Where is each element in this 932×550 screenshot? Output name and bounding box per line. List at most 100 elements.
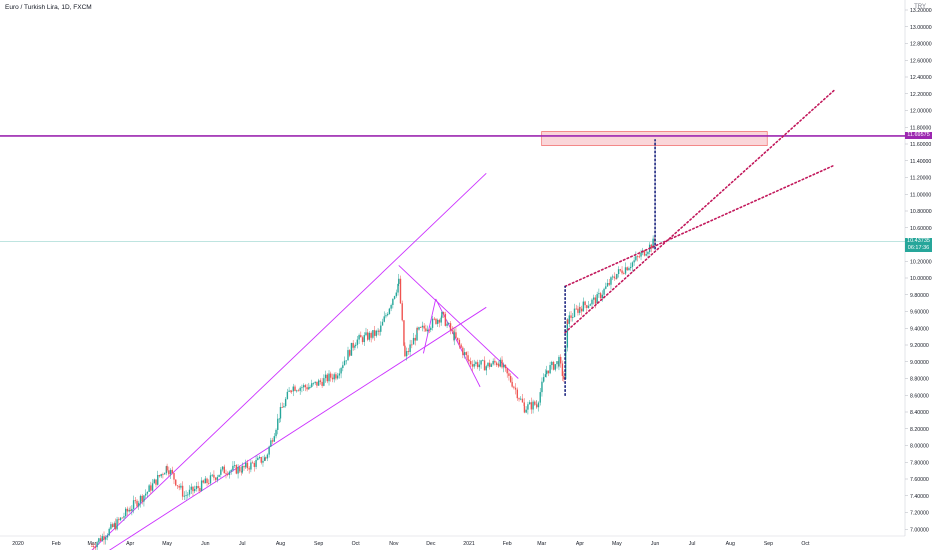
candle-body [314,381,316,383]
candle-body [245,462,247,468]
trend-line [422,298,437,354]
candle-body [643,250,646,256]
candle-body [266,454,269,459]
candle-body [544,374,547,378]
time-tick-label: Dec [426,541,436,547]
candle-body [652,238,654,249]
candle-body [136,500,138,507]
candle-body [92,546,95,548]
price-tick-label: 11.00000 [910,192,931,198]
price-tick-label: 12.00000 [910,109,932,115]
price-tick-label: 11.40000 [910,159,931,165]
time-tick-label: Nov [389,541,399,547]
candle-body [199,488,201,491]
candle-body [166,466,168,471]
candle-body [250,462,252,470]
candle-body [492,360,494,365]
candle-body [414,337,416,341]
candle-body [333,374,335,380]
candle-body [556,361,558,365]
candle-body [264,457,267,459]
candle-body [365,332,367,336]
candle-body [547,370,550,374]
candle-body [383,316,385,322]
price-tick-label: 13.00000 [910,25,932,31]
candle-body [572,317,574,318]
price-tick-label: 11.80000 [910,125,931,131]
candle-body [319,380,322,382]
price-tick-label: 7.60000 [910,477,929,483]
candle-body [385,315,387,317]
candle-body [539,392,541,403]
time-tick-label: Apr [576,541,584,547]
candle-body [425,328,427,332]
candle-body [286,391,289,399]
candle-body [255,459,257,467]
projection-dotted-line [564,88,836,334]
candle-body [144,493,147,496]
candle-body [225,473,227,475]
candle-body [403,320,405,346]
candle-body [323,378,325,386]
candle-body [350,342,353,356]
candle-body [131,508,133,511]
candle-body [473,363,475,367]
candle-body [508,373,510,376]
candle-body [518,398,520,400]
candle-body [412,337,415,345]
candle-body [368,332,371,340]
candle-body [437,319,439,324]
price-tick-label: 9.80000 [910,293,929,299]
candle-body [279,407,282,419]
candle-body [220,469,222,475]
candle-body [468,360,470,362]
candle-body [155,479,157,485]
candle-body [504,364,507,369]
candle-body [559,356,562,364]
projection-dotted-line [564,164,836,288]
candle-body [442,311,445,314]
candle-body [299,387,301,391]
candle-body [561,363,564,376]
candle-body [525,409,527,413]
candle-body [541,381,543,393]
candle-body [358,335,360,340]
candle-body [601,294,604,299]
candle-body [395,292,398,297]
candle-body [626,267,628,271]
candle-body [409,344,411,352]
candle-body [99,538,102,541]
candle-body [345,360,347,362]
candle-body [360,335,362,338]
candle-body [200,480,203,491]
candle-body [523,406,526,413]
candle-body [237,467,239,474]
candle-body [616,273,618,279]
candle-body [631,262,634,267]
candle-body [308,387,310,390]
time-tick-label: May [162,541,172,547]
candle-body [132,500,135,509]
candle-body [433,318,435,320]
candle-body [421,325,424,328]
candle-body [270,440,272,447]
candle-body [458,339,461,345]
time-tick-label: Feb [52,541,61,547]
price-tick-label: 8.40000 [910,410,929,416]
time-tick-label: Jun [201,541,209,547]
candle-body [94,547,97,548]
candle-body [570,315,572,318]
candle-body [478,364,481,368]
candle-body [416,328,418,330]
time-tick-label: Apr [126,541,134,547]
candle-body [444,313,447,326]
candle-body [235,465,238,474]
candle-body [647,251,649,255]
candle-body [506,368,508,374]
candle-body [241,466,243,473]
time-tick-label: Sep [314,541,323,547]
candle-body [638,256,641,258]
candle-body [183,495,186,497]
candle-body [608,283,610,285]
